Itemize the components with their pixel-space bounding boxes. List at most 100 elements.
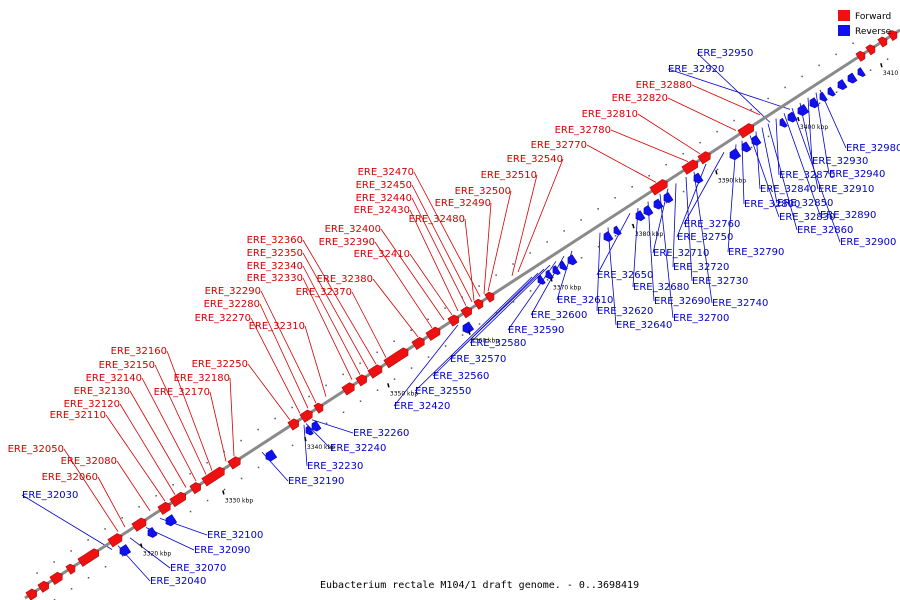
reverse-gene-label: ERE_32240 bbox=[330, 443, 386, 454]
forward-gene-label: ERE_32370 bbox=[296, 287, 352, 298]
gene-shape bbox=[847, 72, 858, 84]
kbp-tick-label: 3360 kbp bbox=[471, 338, 499, 345]
forward-leader-line bbox=[302, 277, 353, 380]
forward-gene-label: ERE_32820 bbox=[612, 93, 668, 104]
gene-shape bbox=[559, 260, 568, 271]
forward-leader-line bbox=[374, 241, 433, 329]
reverse-gene-feature bbox=[559, 260, 568, 271]
gene-shape bbox=[119, 544, 132, 557]
reverse-gene-feature bbox=[311, 420, 322, 432]
tick-dot bbox=[495, 274, 497, 276]
tick-dot bbox=[257, 428, 259, 431]
kbp-tick-mark bbox=[632, 224, 635, 229]
gene-shape bbox=[169, 491, 186, 508]
gene-shape bbox=[287, 418, 299, 431]
forward-gene-feature bbox=[737, 123, 754, 139]
tick-dot bbox=[886, 58, 889, 60]
tick-dot bbox=[750, 146, 753, 149]
tick-dot bbox=[767, 97, 769, 100]
tick-dot bbox=[359, 362, 361, 365]
gene-shape bbox=[649, 179, 668, 196]
reverse-gene-label: ERE_32680 bbox=[633, 282, 689, 293]
reverse-leader-line bbox=[21, 494, 113, 550]
gene-shape bbox=[411, 336, 425, 351]
forward-leader-line bbox=[119, 403, 176, 495]
gene-shape bbox=[643, 205, 654, 216]
tick-dot bbox=[444, 345, 447, 347]
tick-dot bbox=[240, 439, 242, 442]
forward-leader-line bbox=[413, 171, 481, 297]
reverse-gene-label: ERE_32700 bbox=[673, 313, 729, 324]
gene-shape bbox=[865, 44, 876, 56]
forward-leader-line bbox=[302, 239, 377, 365]
gene-shape bbox=[567, 254, 578, 266]
gene-labels: ERE_32050ERE_32060ERE_32080ERE_32110ERE_… bbox=[8, 48, 900, 587]
tick-dot bbox=[869, 69, 872, 71]
forward-gene-label: ERE_32080 bbox=[61, 456, 117, 467]
tick-dot bbox=[206, 461, 208, 464]
gene-shape bbox=[787, 111, 798, 123]
forward-gene-label: ERE_32510 bbox=[481, 170, 537, 181]
gene-shape bbox=[663, 192, 674, 203]
forward-gene-feature bbox=[201, 466, 225, 487]
gene-shape bbox=[165, 514, 178, 527]
legend: Forward Reverse bbox=[838, 10, 892, 37]
forward-leader-line bbox=[691, 84, 761, 116]
tick-dot bbox=[478, 323, 481, 325]
forward-leader-line bbox=[511, 174, 538, 276]
forward-leader-line bbox=[302, 252, 369, 370]
forward-gene-feature bbox=[77, 548, 99, 567]
forward-leader-line bbox=[209, 391, 227, 462]
reverse-gene-label: ERE_32070 bbox=[170, 563, 226, 574]
gene-shape bbox=[693, 172, 704, 184]
forward-leader-line bbox=[667, 97, 737, 131]
tick-dot bbox=[852, 42, 854, 45]
forward-gene-label: ERE_32490 bbox=[435, 198, 491, 209]
tick-dot bbox=[648, 174, 650, 177]
kbp-tick-mark bbox=[880, 63, 883, 68]
tick-dot bbox=[427, 356, 430, 358]
tick-dot bbox=[444, 307, 446, 309]
gene-shape bbox=[887, 30, 898, 42]
gene-shape bbox=[425, 326, 441, 341]
forward-gene-feature bbox=[189, 482, 201, 495]
tick-dot bbox=[172, 483, 174, 486]
forward-gene-feature bbox=[169, 491, 186, 508]
forward-leader-line bbox=[411, 197, 467, 306]
reverse-gene-label: ERE_32750 bbox=[677, 232, 733, 243]
reverse-leader-line bbox=[807, 97, 813, 162]
tick-dot bbox=[461, 334, 464, 336]
reverse-gene-label: ERE_32230 bbox=[307, 461, 363, 472]
forward-leader-line bbox=[260, 290, 317, 404]
gene-shape bbox=[460, 306, 472, 319]
reverse-leader-line bbox=[799, 102, 819, 190]
kbp-tick-label: 3400 kbp bbox=[800, 124, 828, 131]
gene-shape bbox=[552, 265, 561, 276]
reverse-gene-feature bbox=[809, 97, 820, 109]
forward-leader-line bbox=[247, 363, 291, 421]
gene-shape bbox=[635, 210, 646, 222]
reverse-gene-label: ERE_32740 bbox=[712, 298, 768, 309]
tick-dot bbox=[597, 245, 600, 248]
kbp-tick-mark bbox=[222, 490, 225, 495]
legend-forward-swatch bbox=[838, 10, 850, 21]
gene-shape bbox=[827, 86, 836, 97]
reverse-gene-feature bbox=[837, 79, 848, 91]
reverse-gene-feature bbox=[305, 425, 314, 436]
forward-leader-line bbox=[229, 377, 235, 457]
gene-shape bbox=[484, 291, 495, 303]
forward-gene-label: ERE_32540 bbox=[507, 154, 563, 165]
forward-gene-feature bbox=[681, 159, 698, 175]
gene-shape bbox=[37, 580, 49, 593]
reverse-gene-label: ERE_32840 bbox=[760, 184, 816, 195]
reverse-gene-feature bbox=[462, 321, 475, 334]
forward-gene-label: ERE_32810 bbox=[582, 109, 638, 120]
reverse-gene-label: ERE_32590 bbox=[508, 325, 564, 336]
label-leader-lines bbox=[21, 52, 847, 582]
tick-dot bbox=[750, 108, 752, 111]
reverse-gene-label: ERE_32640 bbox=[616, 320, 672, 331]
kbp-tick-label: 3340 kbp bbox=[307, 444, 335, 451]
tick-dot bbox=[70, 588, 73, 590]
forward-gene-label: ERE_32140 bbox=[86, 373, 142, 384]
gene-shape bbox=[311, 420, 322, 432]
